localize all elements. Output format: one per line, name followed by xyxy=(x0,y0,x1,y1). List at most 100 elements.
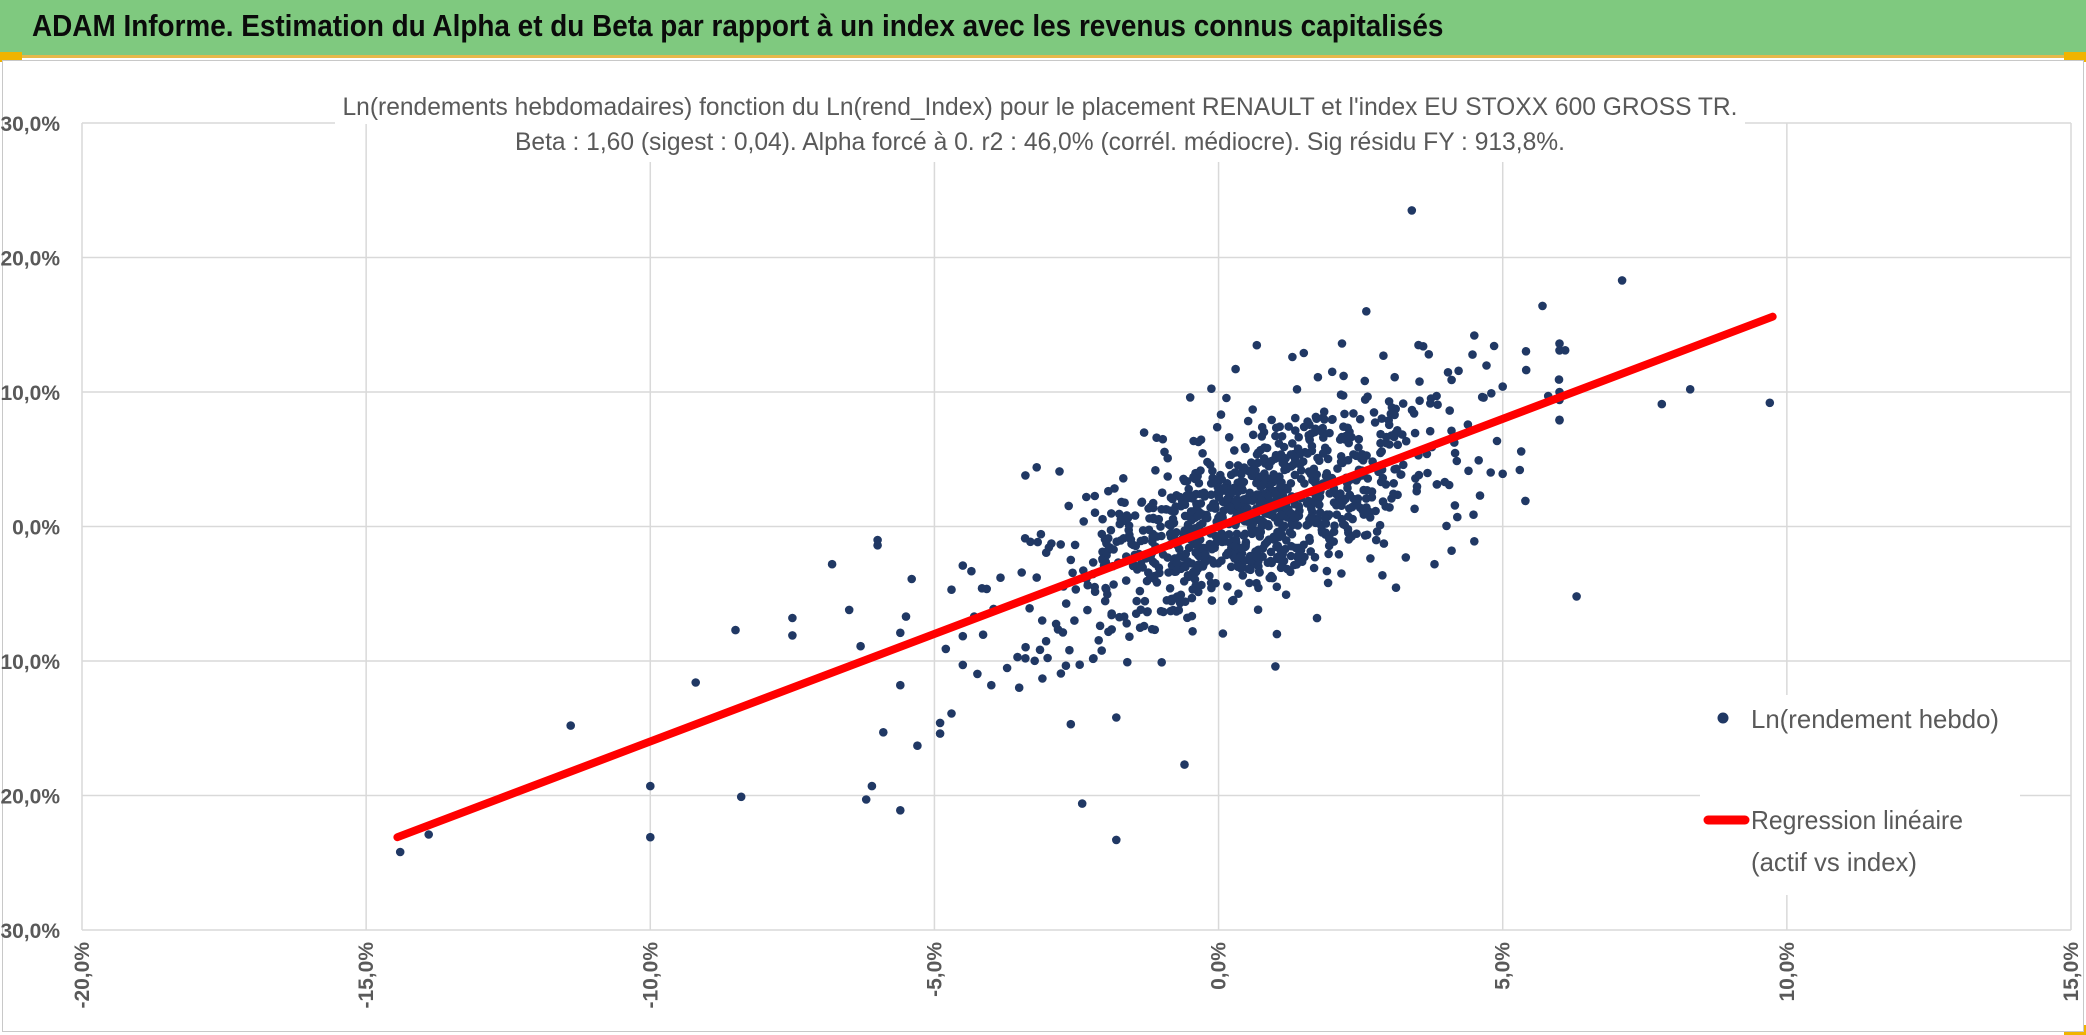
data-point xyxy=(1107,509,1116,518)
data-point xyxy=(1169,594,1179,603)
data-point xyxy=(1288,439,1297,448)
data-point xyxy=(1379,539,1389,548)
data-point xyxy=(1176,590,1186,600)
data-point xyxy=(1164,520,1173,529)
data-point xyxy=(1267,571,1276,581)
data-point xyxy=(1274,532,1284,542)
data-point xyxy=(1337,339,1347,348)
data-point xyxy=(1362,307,1371,316)
data-point xyxy=(1234,589,1243,598)
data-point xyxy=(1555,416,1564,425)
data-point xyxy=(1399,460,1408,470)
data-point xyxy=(1213,559,1223,568)
data-point xyxy=(1260,443,1269,452)
data-point xyxy=(1355,414,1365,424)
data-point xyxy=(1121,576,1131,585)
data-point xyxy=(1188,585,1197,594)
data-point xyxy=(1296,474,1306,484)
data-point xyxy=(1021,471,1030,480)
data-point xyxy=(1321,528,1330,537)
data-point xyxy=(935,729,945,738)
data-point xyxy=(967,566,976,576)
data-point xyxy=(1032,573,1041,582)
data-point xyxy=(1359,510,1369,519)
report-banner: ADAM Informe. Estimation du Alpha et du … xyxy=(0,0,2086,58)
data-point xyxy=(1299,540,1308,550)
data-point xyxy=(1281,454,1290,463)
data-point xyxy=(1389,479,1398,488)
data-point xyxy=(1376,448,1385,458)
data-point xyxy=(1131,541,1141,551)
data-point xyxy=(1098,555,1107,565)
data-point xyxy=(896,806,905,815)
x-tick-label: 10,0% xyxy=(1776,942,1799,1002)
legend-label-regression-line2: (actif vs index) xyxy=(1751,847,1917,877)
data-point xyxy=(1292,560,1301,569)
data-point xyxy=(1263,558,1273,567)
data-point xyxy=(1125,632,1134,641)
data-point xyxy=(1445,406,1454,415)
title-bg-line2 xyxy=(510,124,1570,162)
data-point xyxy=(1151,559,1160,568)
data-point xyxy=(873,541,882,550)
y-tick-label: -30,0% xyxy=(0,920,60,943)
data-point xyxy=(1294,502,1304,511)
data-point xyxy=(1158,434,1168,444)
data-point xyxy=(1304,496,1313,506)
data-point xyxy=(1474,456,1483,465)
data-point xyxy=(1424,350,1434,359)
data-point xyxy=(1334,550,1344,559)
data-point xyxy=(1257,432,1267,441)
data-point xyxy=(1276,482,1285,492)
data-point xyxy=(973,669,982,679)
data-point xyxy=(1332,501,1341,510)
data-point xyxy=(1252,578,1261,588)
data-point xyxy=(1338,519,1348,529)
data-point xyxy=(1240,443,1250,452)
data-point xyxy=(1002,663,1012,673)
data-point xyxy=(1140,596,1150,606)
data-point xyxy=(1266,547,1276,557)
data-point xyxy=(1410,504,1419,514)
legend: Ln(rendement hebdo) Regression linéaire (a… xyxy=(1700,695,2020,895)
corner-marker-left xyxy=(0,52,22,62)
data-point xyxy=(1056,540,1065,549)
data-point xyxy=(1381,480,1391,489)
data-point xyxy=(1385,503,1394,512)
data-point xyxy=(1026,537,1035,547)
data-point xyxy=(1068,568,1077,578)
data-point xyxy=(1515,465,1525,475)
data-point xyxy=(1180,760,1189,769)
data-point xyxy=(1305,536,1314,545)
data-point xyxy=(1296,466,1306,475)
legend-marker-points xyxy=(1717,712,1729,724)
data-point xyxy=(1425,426,1435,436)
data-point xyxy=(1362,530,1372,540)
data-point xyxy=(1287,521,1297,530)
data-point xyxy=(1083,605,1092,615)
data-point xyxy=(1375,520,1385,530)
data-point xyxy=(1362,451,1371,460)
x-tick-label: -10,0% xyxy=(639,942,662,1009)
y-tick-label: 0,0% xyxy=(12,517,60,540)
data-point xyxy=(1137,498,1146,507)
data-point xyxy=(1180,500,1190,510)
data-point xyxy=(1243,416,1253,426)
data-point xyxy=(1030,656,1039,666)
legend-background xyxy=(1700,695,2020,895)
data-point xyxy=(1166,529,1176,538)
data-point xyxy=(1244,564,1253,574)
data-point xyxy=(1225,460,1234,470)
data-point xyxy=(1132,596,1141,606)
data-point xyxy=(1327,415,1337,425)
data-point xyxy=(1347,532,1356,541)
data-point xyxy=(1347,432,1356,442)
data-point xyxy=(1470,331,1479,340)
data-point xyxy=(1220,532,1229,541)
data-point xyxy=(1110,484,1119,493)
data-point xyxy=(1315,508,1325,517)
data-point xyxy=(1211,539,1220,548)
data-point xyxy=(935,718,945,728)
data-point xyxy=(1097,646,1106,655)
data-point xyxy=(1205,571,1214,581)
